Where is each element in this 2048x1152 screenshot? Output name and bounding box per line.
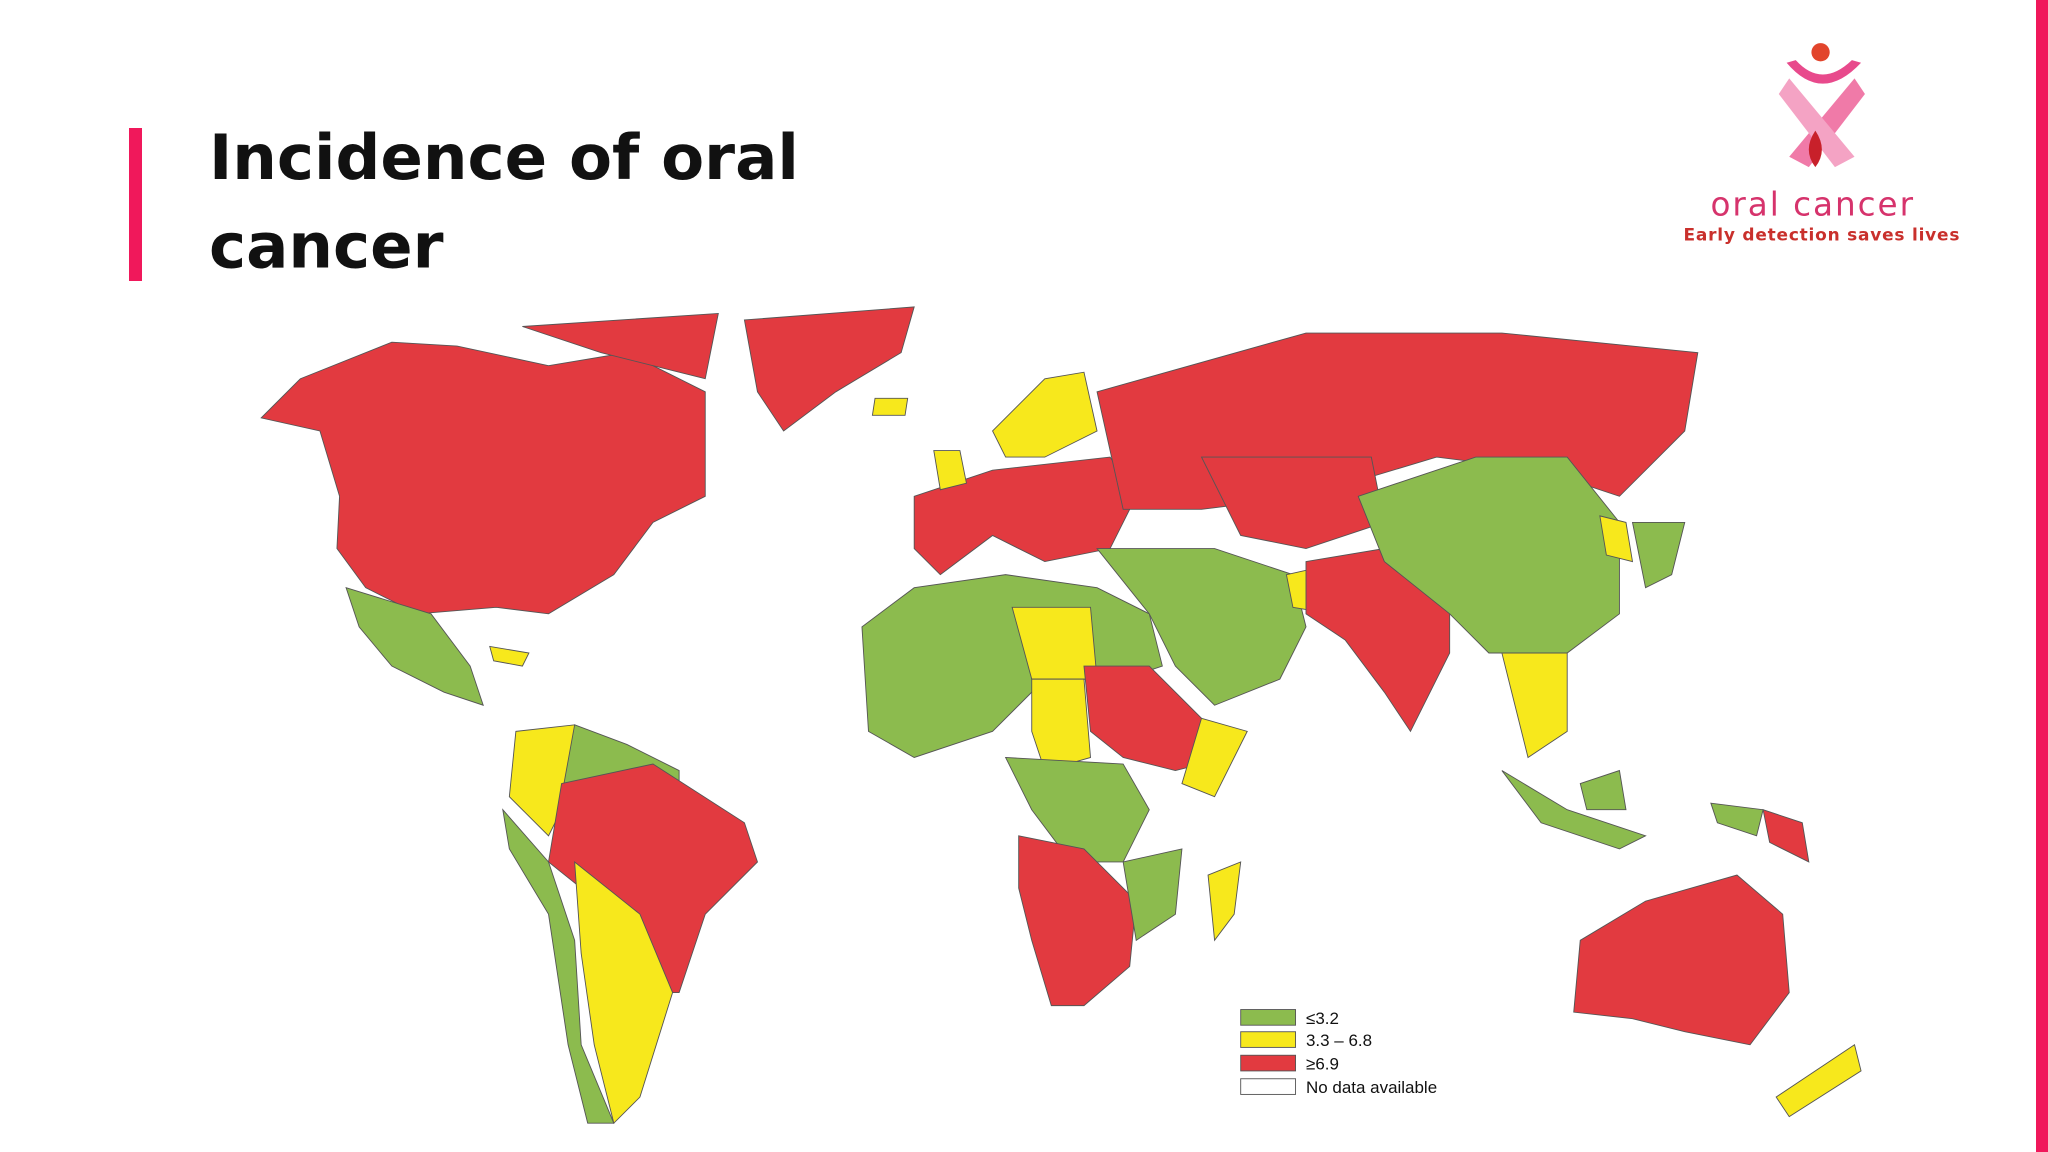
legend-swatch	[1240, 1054, 1297, 1072]
legend-swatch	[1240, 1031, 1297, 1048]
legend: ≤3.2 3.3 – 6.8 ≥6.9 No data available	[1240, 1009, 1437, 1097]
logo: oral cancer Early detection saves lives	[1684, 43, 1961, 245]
legend-swatch	[1240, 1009, 1297, 1026]
slide-content: Incidence of oral cancer oral cancer Earl…	[209, 43, 1961, 1125]
legend-label: No data available	[1306, 1078, 1437, 1097]
edge-bar	[2036, 0, 2048, 1152]
world-map	[260, 306, 1862, 1125]
legend-label: 3.3 – 6.8	[1306, 1031, 1372, 1050]
logo-tagline: Early detection saves lives	[1684, 225, 1961, 245]
logo-name: oral cancer	[1710, 185, 1914, 223]
title: Incidence of oral cancer	[209, 121, 799, 283]
legend-label: ≥6.9	[1306, 1055, 1339, 1074]
accent-bar	[129, 128, 142, 281]
legend-swatch	[1240, 1078, 1297, 1095]
legend-label: ≤3.2	[1306, 1009, 1339, 1028]
